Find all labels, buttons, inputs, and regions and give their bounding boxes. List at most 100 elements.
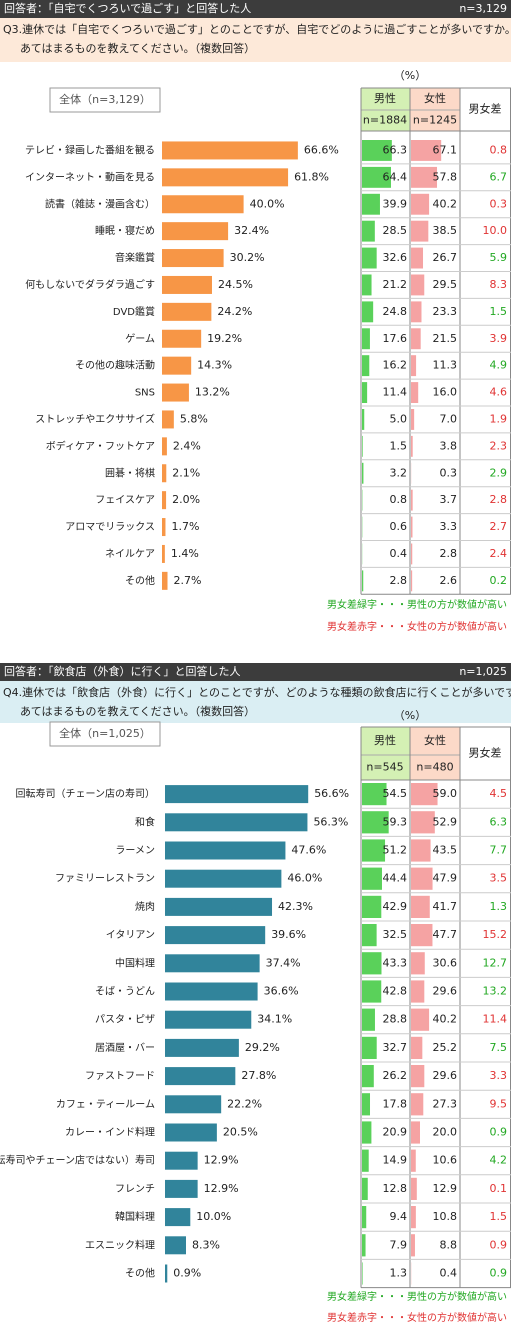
value-label: 22.2% (227, 1097, 262, 1110)
value-label: 13.2% (195, 386, 230, 399)
value-label: 66.6% (304, 143, 339, 156)
female-bar (411, 1206, 416, 1229)
diff-value: 3.3 (490, 1069, 508, 1082)
diff-value: 1.3 (490, 900, 508, 913)
diff-value: 1.9 (490, 412, 508, 425)
male-bar (362, 355, 370, 377)
female-bar (411, 1149, 416, 1172)
male-bar (362, 1036, 377, 1059)
diff-value: 2.8 (490, 493, 508, 506)
category-label: その他の趣味活動 (75, 359, 155, 372)
bar (162, 410, 174, 429)
bar (165, 785, 309, 804)
female-bar (411, 867, 433, 890)
bar (165, 841, 286, 860)
category-label: 回転寿司（チェーン店の寿司） (16, 787, 156, 800)
value-label: 5.8% (180, 412, 208, 425)
bar (162, 544, 165, 563)
female-bar (411, 220, 429, 242)
value-label: 0.9% (173, 1267, 201, 1280)
value-label: 12.9% (204, 1154, 239, 1167)
male-value: 0.8 (390, 493, 408, 506)
female-value: 40.2 (433, 197, 458, 210)
value-label: 1.7% (171, 520, 199, 533)
value-label: 10.0% (196, 1210, 231, 1223)
female-value: 3.7 (440, 493, 458, 506)
male-header-label: 男性 (374, 733, 396, 747)
category-label: ストレッチやエクササイズ (35, 412, 155, 425)
bar (162, 464, 167, 483)
diff-value: 0.9 (490, 1267, 508, 1280)
female-bar (411, 1093, 424, 1116)
diff-value: 2.4 (490, 547, 508, 560)
diff-value: 6.7 (490, 170, 508, 183)
diff-value: 4.9 (490, 359, 508, 372)
female-value: 10.6 (433, 1154, 458, 1167)
female-bar (411, 1121, 420, 1144)
diff-value: 0.1 (490, 1182, 508, 1195)
female-value: 8.8 (440, 1238, 458, 1251)
male-bar (362, 1008, 375, 1031)
female-value: 29.5 (433, 278, 458, 291)
male-value: 3.2 (390, 466, 408, 479)
diff-value: 2.9 (490, 466, 508, 479)
male-header-label: 男性 (374, 91, 396, 105)
bar (162, 329, 202, 348)
female-bar (411, 166, 438, 188)
diff-value: 9.5 (490, 1097, 508, 1110)
note: 男女差緑字・・・男性の方が数値が高い (327, 598, 507, 611)
value-label: 8.3% (192, 1238, 220, 1251)
male-bar (362, 952, 382, 975)
diff-value: 0.8 (490, 143, 508, 156)
diff-value: 6.3 (490, 815, 508, 828)
female-bar (411, 140, 442, 161)
female-value: 0.3 (440, 466, 458, 479)
value-label: 1.4% (171, 547, 199, 560)
male-bar (362, 783, 387, 806)
male-value: 1.5 (390, 439, 408, 452)
unit: （%） (394, 709, 426, 722)
diff-value: 4.5 (490, 787, 508, 800)
female-bar (411, 193, 430, 215)
female-value: 2.8 (440, 547, 458, 560)
category-label: ゲーム (125, 333, 155, 345)
male-bar (362, 247, 377, 269)
female-bar (411, 409, 415, 430)
female-value: 12.9 (433, 1182, 458, 1195)
male-bar (362, 1093, 371, 1116)
value-label: 40.0% (250, 197, 285, 210)
female-bar (411, 1008, 430, 1031)
diff-header: 男女差 (469, 746, 502, 760)
diff-value: 4.6 (490, 386, 508, 399)
value-label: 19.2% (207, 332, 242, 345)
category-label: 睡眠・寝だめ (95, 224, 155, 237)
male-value: 12.8 (383, 1182, 408, 1195)
male-bar (362, 1149, 369, 1172)
female-value: 29.6 (433, 985, 458, 998)
female-value: 7.0 (440, 412, 458, 425)
value-label: 24.5% (218, 278, 253, 291)
female-bar (411, 1177, 417, 1200)
value-label: 46.0% (287, 872, 322, 885)
female-bar (411, 543, 413, 565)
value-label: 2.0% (172, 493, 200, 506)
total-box (49, 721, 161, 747)
bar (165, 1264, 168, 1283)
male-value: 39.9 (383, 197, 408, 210)
category-label: フレンチ (115, 1183, 155, 1195)
bar (165, 954, 260, 973)
bar (162, 275, 212, 294)
male-value: 16.2 (383, 359, 408, 372)
male-value: 14.9 (383, 1154, 408, 1167)
diff-value: 1.5 (490, 305, 508, 318)
unit: （%） (394, 69, 426, 82)
value-label: 47.6% (291, 844, 326, 857)
male-value: 17.8 (383, 1097, 408, 1110)
header-bar (0, 0, 511, 18)
male-value: 28.5 (383, 224, 408, 237)
bar (165, 869, 282, 888)
category-label: 何もしないでダラダラ過ごす (25, 278, 155, 291)
female-n: n=1245 (413, 114, 457, 127)
male-bar (362, 220, 375, 242)
